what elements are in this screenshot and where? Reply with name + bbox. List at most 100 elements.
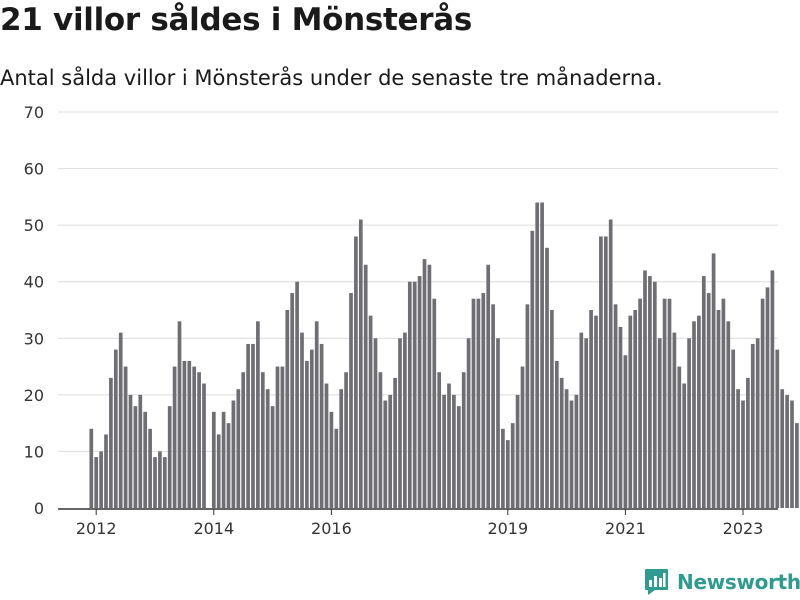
- bar: [687, 338, 691, 508]
- bar: [530, 230, 535, 509]
- bar: [481, 293, 486, 508]
- bar: [412, 281, 417, 508]
- bar: [153, 457, 157, 508]
- bar: [677, 366, 682, 508]
- bar: [579, 332, 584, 508]
- bar: [388, 394, 393, 508]
- x-tick-label: 2021: [605, 519, 646, 538]
- bar: [452, 394, 456, 508]
- y-tick-label: 40: [24, 273, 44, 292]
- bar: [525, 304, 530, 508]
- bar: [123, 366, 128, 508]
- bar: [692, 321, 696, 508]
- bar: [172, 366, 177, 508]
- y-axis-tick-labels: 0 10 20 30 40 50 60 70: [24, 103, 44, 518]
- bar: [89, 428, 94, 508]
- bar: [265, 389, 270, 508]
- newsworthy-brand-name: Newsworthy: [677, 570, 800, 594]
- bar: [94, 457, 99, 508]
- x-tick-label: 2019: [487, 519, 528, 538]
- bar: [373, 338, 378, 508]
- bar: [574, 394, 579, 508]
- bar: [447, 383, 451, 508]
- bar: [584, 338, 589, 508]
- y-tick-label: 30: [24, 329, 44, 348]
- bar: [760, 298, 765, 508]
- bar: [226, 423, 231, 508]
- bar: [770, 270, 775, 508]
- bar: [177, 321, 182, 508]
- x-tick-label: 2014: [193, 519, 234, 538]
- bar: [755, 338, 760, 508]
- bar: [731, 349, 736, 508]
- chart-title: 21 villor såldes i Mönsterås: [0, 2, 473, 38]
- bar: [638, 298, 642, 508]
- bar: [510, 423, 515, 508]
- bar: [133, 406, 138, 508]
- bar: [422, 259, 427, 508]
- bar: [726, 321, 731, 508]
- bars: [89, 202, 800, 509]
- bar: [785, 394, 789, 508]
- bar: [349, 293, 353, 508]
- bar: [378, 372, 383, 508]
- bar: [363, 264, 368, 508]
- bar: [496, 338, 500, 508]
- bar: [187, 360, 192, 508]
- bar: [706, 293, 711, 508]
- y-tick-label: 10: [24, 442, 44, 461]
- bar: [211, 411, 216, 508]
- bar: [295, 281, 299, 508]
- bar: [275, 366, 280, 508]
- bar: [667, 298, 672, 508]
- bar: [113, 349, 118, 508]
- bar: [285, 310, 290, 508]
- bar: [192, 366, 197, 508]
- x-tick-label: 2023: [723, 519, 764, 538]
- bar: [594, 315, 598, 508]
- newsworthy-logo: Newsworthy: [644, 568, 800, 596]
- bar: [643, 270, 647, 508]
- bar: [403, 332, 407, 508]
- bar: [167, 406, 172, 508]
- bar: [628, 315, 633, 508]
- bar: [138, 394, 143, 508]
- bar: [589, 310, 593, 508]
- bar: [701, 276, 706, 508]
- bar: [633, 310, 638, 508]
- bar: [491, 304, 495, 508]
- bar: [324, 383, 329, 508]
- bar: [407, 281, 412, 508]
- bar: [746, 377, 750, 508]
- bar: [442, 394, 446, 508]
- bar: [251, 343, 255, 508]
- newsworthy-logo-icon: [645, 569, 668, 595]
- bar: [162, 457, 167, 508]
- bar: [775, 349, 780, 508]
- bar: [260, 372, 265, 508]
- bar: [780, 389, 785, 508]
- bar: [711, 253, 716, 508]
- bar: [148, 428, 152, 508]
- bar: [790, 400, 794, 508]
- bar: [417, 276, 422, 508]
- bar: [241, 372, 246, 508]
- bar: [246, 343, 250, 508]
- bar: [427, 264, 432, 508]
- bar: [216, 434, 221, 508]
- bar: [182, 360, 187, 508]
- bar: [202, 383, 206, 508]
- bar: [741, 400, 745, 508]
- bar: [334, 428, 339, 508]
- chart-subtitle: Antal sålda villor i Mönsterås under de …: [0, 66, 663, 90]
- bar: [329, 411, 334, 508]
- bar: [104, 434, 108, 508]
- bar: [648, 276, 652, 508]
- bar: [461, 372, 466, 508]
- y-tick-label: 20: [24, 386, 44, 405]
- bar: [339, 389, 344, 508]
- bar: [716, 310, 721, 508]
- bar: [486, 264, 491, 508]
- bar: [736, 389, 740, 508]
- bar: [672, 332, 677, 508]
